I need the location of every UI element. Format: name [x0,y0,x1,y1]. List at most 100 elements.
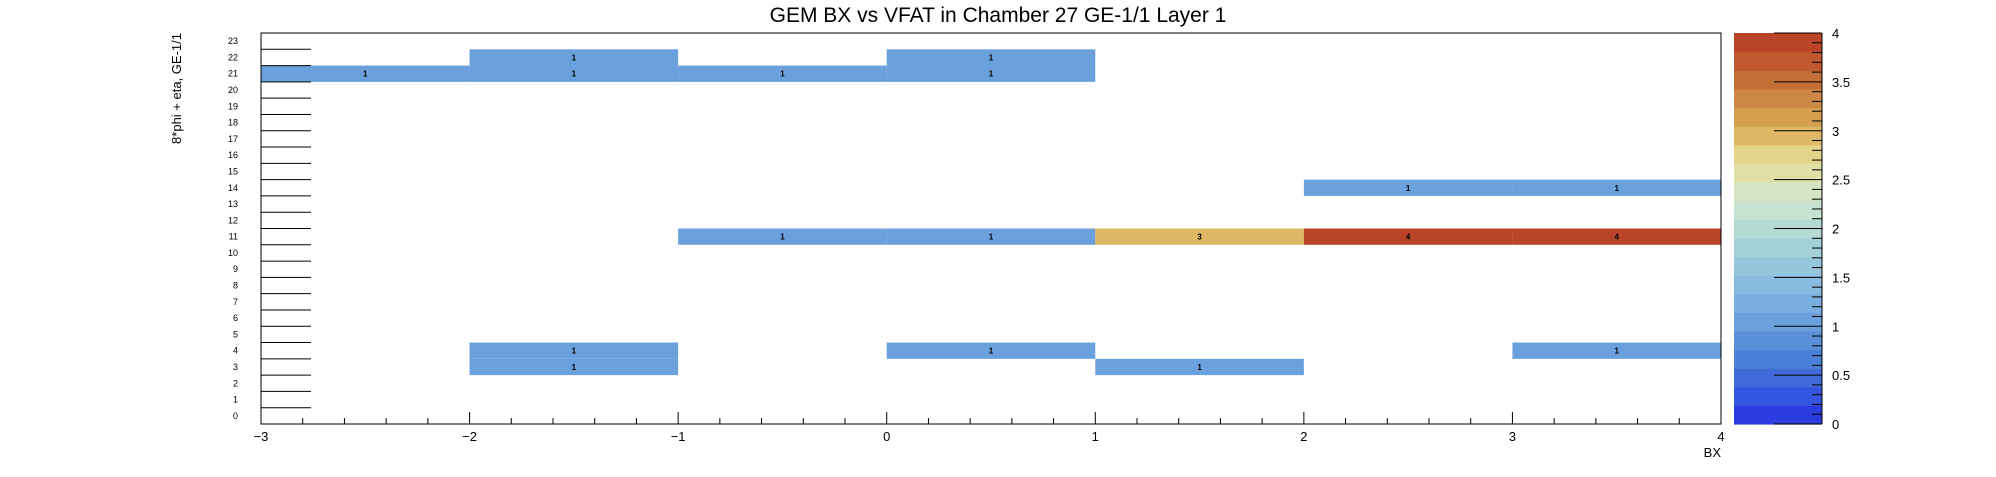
colorbar-swatch [1734,33,1822,53]
y-tick-label: 21 [228,69,238,79]
x-tick-label: 1 [1092,429,1099,444]
y-tick-label: 13 [228,199,238,209]
heatmap-cell [886,342,1096,359]
colorbar-tick-label: 3.5 [1832,75,1850,90]
colorbar-tick-label: 2 [1832,222,1839,237]
x-tick-label: −3 [254,429,269,444]
colorbar-swatch [1734,51,1822,71]
colorbar-swatch [1734,163,1822,183]
x-tick-label: 0 [883,429,890,444]
heatmap-cell [1512,342,1721,359]
y-tick-label: 7 [233,297,238,307]
y-tick-label: 2 [233,378,238,388]
y-tick-label: 18 [228,118,238,128]
y-tick-label: 14 [228,183,238,193]
colorbar-tick-label: 0.5 [1832,368,1850,383]
heatmap-cells: 1 1 1 1 1 1 1 1 1 1 3 4 4 1 1 1 1 1 [261,49,1721,376]
cell-value-label: 4 [1614,233,1619,242]
y-tick-label: 6 [233,313,238,323]
y-tick-label: 5 [233,329,238,339]
colorbar-swatch [1734,88,1822,109]
x-tick-label: 4 [1717,429,1724,444]
heatmap-cell [469,358,679,376]
cell-value-label: 1 [363,70,368,79]
heatmap-cell [1303,228,1513,245]
y-tick-label: 16 [228,150,238,160]
colorbar-tick-label: 4 [1832,26,1839,41]
colorbar-swatch [1734,256,1822,276]
colorbar-tick-label: 3 [1832,124,1839,139]
heatmap-cell [469,342,679,359]
cell-value-label: 4 [1406,233,1411,242]
x-tick-label: 2 [1300,429,1307,444]
chart-title: GEM BX vs VFAT in Chamber 27 GE-1/1 Laye… [770,4,1227,27]
y-axis-label: 8*phi + eta, GE-1/1 [169,33,184,144]
cell-value-label: 3 [1197,233,1202,242]
cell-value-label: 1 [989,53,994,62]
heatmap-cell [886,65,1096,82]
cell-value-label: 1 [989,347,994,356]
cell-value-label: 1 [989,233,994,242]
cell-value-label: 1 [989,70,994,79]
colorbar-tick-label: 2.5 [1832,173,1850,188]
x-tick-label: −2 [462,429,477,444]
y-tick-label: 8 [233,281,238,291]
heatmap-cell [678,228,887,245]
cell-value-label: 1 [780,70,785,79]
colorbar-swatch [1734,144,1822,164]
heatmap-cell [1095,228,1304,245]
y-tick-label: 0 [233,411,238,421]
x-tick-label: 3 [1509,429,1516,444]
cell-value-label: 1 [1614,184,1619,193]
heatmap-cell [261,65,470,82]
cell-value-label: 1 [572,347,577,356]
heatmap-cell [1512,228,1721,245]
colorbar-swatch [1734,405,1822,425]
heatmap-cell [1303,179,1513,196]
colorbar-swatch [1734,200,1822,220]
colorbar-swatch [1734,181,1822,202]
heatmap-cell [678,65,887,82]
cell-value-label: 1 [1406,184,1411,193]
colorbar-swatch [1734,126,1822,146]
cell-value-label: 1 [572,53,577,62]
heatmap-cell [469,49,679,66]
y-tick-label: 23 [228,36,238,46]
colorbar-tick-label: 0 [1832,417,1839,432]
cell-value-label: 1 [572,70,577,79]
y-tick-label: 11 [229,232,238,242]
heatmap-cell [1095,358,1304,376]
colorbar-tick-label: 1.5 [1832,270,1850,285]
colorbar-swatch [1734,330,1822,351]
y-tick-label: 3 [233,362,238,372]
color-scale: 0 0.5 1 1.5 2 2.5 3 3.5 4 [1734,26,1850,432]
colorbar-tick-label: 1 [1832,319,1839,334]
cell-value-label: 1 [780,233,785,242]
colorbar-swatch [1734,107,1822,127]
colorbar-swatch [1734,386,1822,406]
heatmap-cell [469,65,679,82]
colorbar-swatch [1734,349,1822,369]
x-axis: −3 −2 −1 0 1 2 3 4 [254,412,1725,444]
y-tick-label: 19 [228,101,238,111]
cell-value-label: 1 [1614,347,1619,356]
y-tick-label: 22 [228,52,238,62]
colorbar-swatch [1734,368,1822,388]
heatmap-cell [886,49,1096,66]
y-tick-label: 1 [233,395,238,405]
colorbar-swatch [1734,312,1822,332]
colorbar-swatch [1734,293,1822,313]
heatmap-cell [1512,179,1721,196]
x-tick-label: −1 [671,429,686,444]
cell-value-label: 1 [1197,363,1202,372]
colorbar-swatch [1734,237,1822,258]
y-tick-label: 20 [228,85,238,95]
y-tick-label: 4 [233,346,238,356]
heatmap-cell [886,228,1096,245]
cell-value-label: 1 [572,363,577,372]
y-tick-label: 15 [228,166,238,176]
y-tick-label: 9 [233,264,238,274]
